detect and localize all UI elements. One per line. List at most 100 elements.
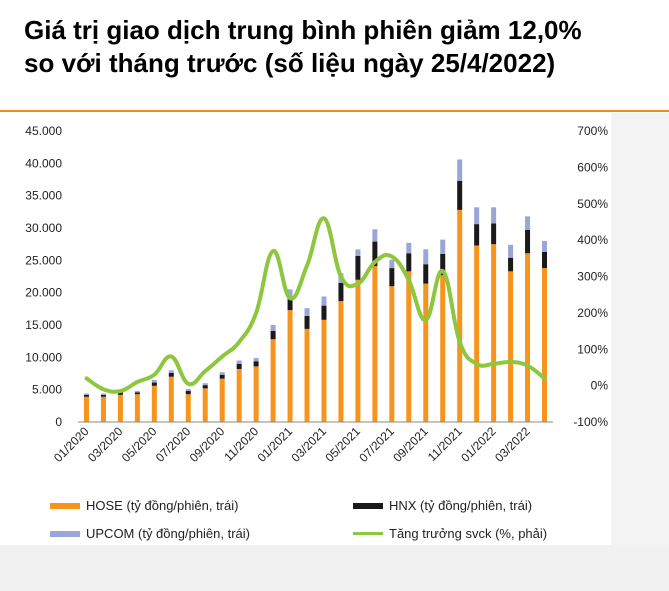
bar-hose [253, 366, 259, 422]
bar-hose [525, 253, 531, 422]
bar-upcom [83, 393, 89, 395]
bar-hnx [508, 257, 514, 272]
bar-hose [372, 266, 378, 422]
bar-upcom [287, 289, 293, 298]
bar-hose [474, 245, 480, 422]
x-tick-label: 01/2020 [51, 424, 92, 465]
left-tick-label: 25.000 [25, 253, 62, 267]
bar-upcom [236, 360, 242, 364]
bar-hnx [491, 223, 497, 245]
bar-hnx [321, 305, 327, 320]
bar-upcom [457, 159, 463, 181]
background-band-right [611, 113, 669, 591]
bar-upcom [355, 249, 361, 256]
bar-hose [83, 396, 89, 422]
legend: HOSE (tỷ đồng/phiên, trái) HNX (tỷ đồng/… [50, 492, 610, 542]
legend-item-upcom: UPCOM (tỷ đồng/phiên, trái) [50, 526, 250, 541]
bar-hnx [83, 394, 89, 397]
right-axis-ticks: -100% 0% 100% 200% 300% 400% 500% 600% 700% [573, 124, 608, 429]
bar-upcom [304, 308, 310, 316]
bar-hose [287, 310, 293, 422]
bar-hose [168, 376, 174, 422]
bar-hose [491, 244, 497, 422]
bar-upcom [542, 240, 548, 252]
x-tick-label: 11/2021 [425, 424, 465, 464]
right-tick-label: 0% [591, 379, 609, 393]
left-tick-label: 0 [55, 415, 62, 429]
bar-hnx [168, 372, 174, 377]
bar-upcom [270, 325, 276, 331]
bar-hnx [355, 255, 361, 280]
legend-label-upcom: UPCOM (tỷ đồng/phiên, trái) [86, 526, 251, 541]
bar-hnx [304, 315, 310, 329]
bar-hnx [338, 282, 344, 302]
legend-swatch-growth [353, 532, 383, 535]
left-tick-label: 20.000 [25, 286, 62, 300]
left-tick-label: 30.000 [25, 221, 62, 235]
title-divider [0, 110, 669, 112]
x-tick-label: 01/2021 [255, 424, 296, 465]
x-tick-label: 03/2021 [289, 424, 330, 465]
bar-hose [508, 271, 514, 422]
bar-upcom [491, 207, 497, 224]
x-tick-label: 05/2020 [119, 424, 160, 465]
left-tick-label: 40.000 [25, 156, 62, 170]
left-tick-label: 35.000 [25, 189, 62, 203]
growth-line [84, 216, 547, 394]
bar-hose [270, 339, 276, 422]
bar-upcom [168, 370, 174, 373]
x-tick-label: 03/2022 [492, 424, 533, 465]
bar-hose [185, 394, 191, 422]
bar-hnx [474, 224, 480, 246]
bar-hnx [440, 253, 446, 276]
bar-upcom [219, 372, 225, 375]
bar-upcom [508, 244, 514, 258]
bar-hnx [372, 241, 378, 267]
legend-label-hnx: HNX (tỷ đồng/phiên, trái) [389, 498, 533, 513]
x-tick-label: 09/2020 [187, 424, 228, 465]
bar-upcom [253, 357, 259, 362]
x-tick-label: 01/2022 [458, 424, 499, 465]
bar-hnx [117, 392, 123, 395]
bar-upcom [321, 296, 327, 306]
left-tick-label: 10.000 [25, 350, 62, 364]
bar-hose [100, 396, 106, 422]
left-tick-label: 45.000 [25, 124, 62, 138]
bar-upcom [406, 242, 412, 254]
bar-upcom [440, 239, 446, 254]
x-tick-label: 09/2021 [390, 424, 431, 465]
right-tick-label: -100% [573, 415, 608, 429]
bar-hose [219, 378, 225, 422]
bar-hose [389, 286, 395, 422]
x-axis-ticks: 01/202003/202005/202007/202009/202011/20… [51, 424, 533, 465]
right-tick-label: 600% [577, 160, 608, 174]
legend-swatch-upcom [50, 530, 80, 537]
bar-upcom [100, 393, 106, 395]
bar-hose [304, 328, 310, 422]
bar-hose [406, 271, 412, 422]
bar-upcom [525, 216, 531, 230]
bar-hose [457, 209, 463, 422]
bar-hose [338, 301, 344, 422]
chart-title: Giá trị giao dịch trung bình phiên giảm … [24, 14, 654, 80]
bar-hose [355, 279, 361, 422]
title-line-2: so với tháng trước (số liệu ngày 25/4/20… [24, 48, 556, 78]
bar-series [83, 159, 548, 422]
bar-hose [134, 394, 140, 422]
bar-hnx [287, 297, 293, 311]
left-axis-ticks: 0 5.000 10.000 15.000 20.000 25.000 30.000 35.0… [25, 124, 62, 429]
bar-hose [440, 275, 446, 422]
bar-hnx [134, 392, 140, 395]
right-tick-label: 500% [577, 197, 608, 211]
bar-upcom [185, 389, 191, 391]
bar-upcom [151, 379, 157, 383]
title-line-1: Giá trị giao dịch trung bình phiên giảm … [24, 15, 582, 45]
x-tick-label: 03/2020 [85, 424, 126, 465]
legend-label-growth: Tăng trưởng svck (%, phải) [389, 526, 548, 541]
bar-hose [117, 394, 123, 422]
bar-upcom [423, 249, 429, 265]
x-tick-label: 11/2020 [221, 424, 261, 464]
bar-upcom [372, 229, 378, 242]
left-tick-label: 5.000 [32, 383, 62, 397]
